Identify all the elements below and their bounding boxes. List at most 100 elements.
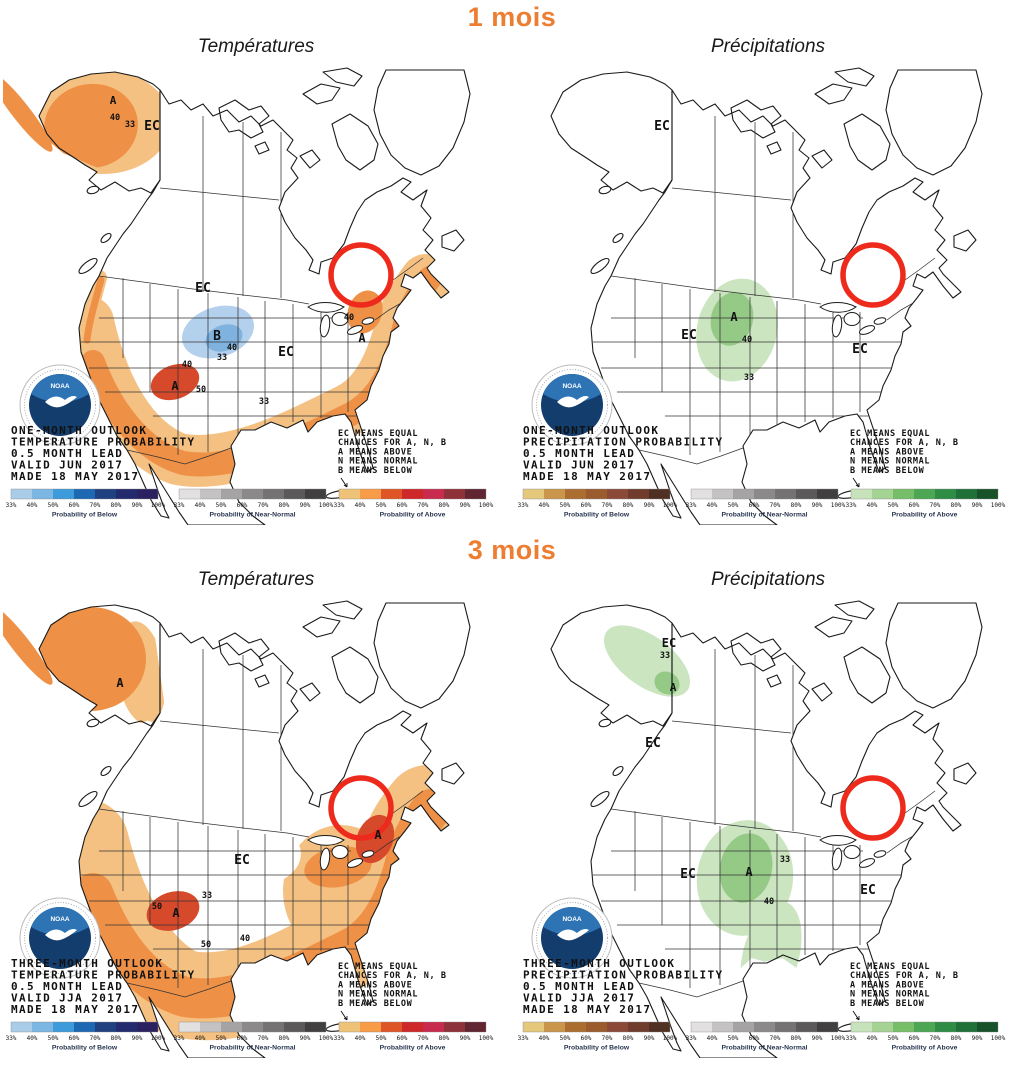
colorbar-tick: 90% [812, 502, 823, 509]
colorbar-segment [754, 1022, 775, 1032]
colorbar-segment [733, 1022, 754, 1032]
colorbar-tick: 50% [216, 502, 227, 509]
colorbar-tick: 50% [376, 502, 387, 509]
map-label: 50 [152, 902, 162, 912]
colorbar-tick: 100% [151, 502, 166, 509]
noaa-logo: NOAA [531, 897, 613, 979]
colorbar-tick: 40% [867, 502, 878, 509]
map-temp_3mo: A EC 33 50 A 50 40 A NOAA THREE-MONTH OUTLOOKTEMP… [3, 593, 509, 1058]
state-borders [593, 116, 936, 465]
colorbar-segment [305, 489, 326, 499]
colorbar-segment [137, 1022, 158, 1032]
outlook-text-line: THREE-MONTH OUTLOOK [523, 957, 675, 970]
colorbar-segment [116, 1022, 137, 1032]
colorbar-tick: 33% [334, 1035, 345, 1042]
probability-shading [603, 625, 802, 1009]
noaa-logo: NOAA [19, 364, 101, 446]
colorbar-segment [32, 1022, 53, 1032]
colorbar-segment [465, 489, 486, 499]
colorbar-segment [586, 489, 607, 499]
colorbar-tick: 80% [279, 1035, 290, 1042]
colorbar-segment [607, 1022, 628, 1032]
colorbar-tick: 90% [300, 502, 311, 509]
highlight-circle [840, 775, 906, 841]
colorbar-precip_above: 33% 40% 50% 60% 70% 80% 90% 100% Probability of … [846, 488, 1006, 519]
colorbar-tick: 50% [376, 1035, 387, 1042]
colorbar-tick: 100% [831, 502, 846, 509]
colorbar-segment [523, 489, 544, 499]
colorbar-segment [649, 489, 670, 499]
colorbar-tick: 70% [418, 1035, 429, 1042]
legend-text-line: CHANCES FOR A, N, B [338, 438, 447, 448]
colorbar-caption: Probability of Below [564, 1045, 630, 1052]
colorbar-tick: 90% [132, 1035, 143, 1042]
colorbar-tick: 70% [930, 1035, 941, 1042]
colorbar-segment [565, 489, 586, 499]
map-label: 40 [110, 113, 120, 123]
section-header-three_month: 3 mois [467, 535, 557, 565]
colorbar-segment [586, 1022, 607, 1032]
colorbar-segment [423, 1022, 444, 1032]
legend-text-line: N MEANS NORMAL [338, 457, 418, 467]
colorbar-tick: 33% [174, 502, 185, 509]
colorbar-tick: 40% [707, 502, 718, 509]
colorbar-tick: 100% [151, 1035, 166, 1042]
colorbar-segment [956, 1022, 977, 1032]
colorbar-tick: 100% [319, 1035, 334, 1042]
colorbar-tick: 60% [69, 502, 80, 509]
colorbar-tick: 60% [581, 1035, 592, 1042]
legend-text-line: N MEANS NORMAL [850, 990, 930, 1000]
colorbar-segment [284, 489, 305, 499]
colorbar-tick: 50% [728, 502, 739, 509]
colorbar-segment [872, 1022, 893, 1032]
panel-title-temp_3mo: Températures [197, 569, 315, 590]
colorbar-segment [360, 489, 381, 499]
colorbar-tick: 80% [111, 1035, 122, 1042]
legend-arrow-icon [852, 1010, 860, 1021]
colorbar-segment [977, 1022, 998, 1032]
shaded-region [710, 292, 754, 346]
colorbar-tick: 100% [991, 502, 1006, 509]
colorbar-tick: 100% [319, 502, 334, 509]
map-label: EC [860, 883, 876, 898]
outlook-text-line: VALID JUN 2017 [11, 459, 123, 472]
colorbar-tick: 40% [195, 502, 206, 509]
colorbar-tick: 80% [279, 502, 290, 509]
colorbar-tick: 90% [812, 1035, 823, 1042]
seagull-icon [557, 929, 589, 941]
legend-arrow-icon [340, 477, 348, 488]
map-label: B [213, 329, 221, 344]
colorbar-segment [423, 489, 444, 499]
colorbar-tick: 100% [479, 1035, 494, 1042]
map-label: 50 [201, 940, 211, 950]
map-label: A [358, 331, 366, 345]
colorbar-segment [74, 489, 95, 499]
panel-temp_1mo: Températures A 40 33 EC EC B 40 33 EC 40 A 50 33 A 40 NO… [3, 33, 509, 525]
colorbar-segment [851, 1022, 872, 1032]
outlook-text-line: MADE 18 MAY 2017 [523, 470, 651, 483]
shaded-region [205, 324, 243, 352]
outlook-text-line: MADE 18 MAY 2017 [11, 1003, 139, 1016]
colorbar-tick: 60% [237, 502, 248, 509]
colorbar-near_normal: 33% 40% 50% 60% 70% 80% 90% 100% Probability of … [174, 1021, 334, 1052]
colorbar-tick: 60% [749, 502, 760, 509]
legend-text-line: N MEANS NORMAL [850, 457, 930, 467]
colorbar-tick: 60% [909, 1035, 920, 1042]
legend-text-line: EC MEANS EQUAL [338, 962, 418, 972]
outlook-text-line: ONE-MONTH OUTLOOK [11, 424, 147, 437]
panel-title-precip_1mo: Précipitations [710, 36, 826, 57]
legend-text-line: B MEANS BELOW [850, 999, 925, 1009]
colorbar-tick: 50% [728, 1035, 739, 1042]
seagull-icon [45, 929, 77, 941]
colorbar-segment [628, 489, 649, 499]
outlook-text-line: TEMPERATURE PROBABILITY [11, 436, 196, 449]
colorbar-segment [935, 489, 956, 499]
colorbar-segment [977, 489, 998, 499]
colorbar-segment [179, 489, 200, 499]
colorbar-segment [444, 489, 465, 499]
map-label: 40 [764, 897, 774, 907]
panel-temp_3mo: Températures A EC 33 50 A 50 40 A NOAA THREE-MONTH… [3, 566, 509, 1058]
colorbar-tick: 33% [686, 502, 697, 509]
